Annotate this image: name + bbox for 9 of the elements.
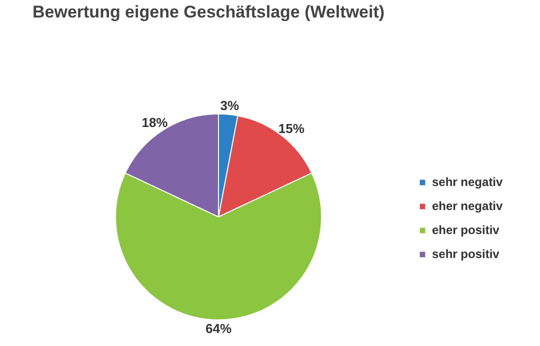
data-label: 15%: [278, 121, 305, 136]
legend-label: sehr negativ: [432, 175, 503, 189]
data-label: 3%: [220, 98, 240, 114]
legend-label: eher negativ: [432, 199, 503, 213]
chart-title: Bewertung eigene Geschäftslage (Weltweit): [32, 2, 385, 22]
data-label: 64%: [205, 321, 232, 336]
data-label: 18%: [142, 115, 168, 130]
legend-label: eher positiv: [432, 223, 500, 237]
legend-label: sehr positiv: [432, 247, 500, 261]
